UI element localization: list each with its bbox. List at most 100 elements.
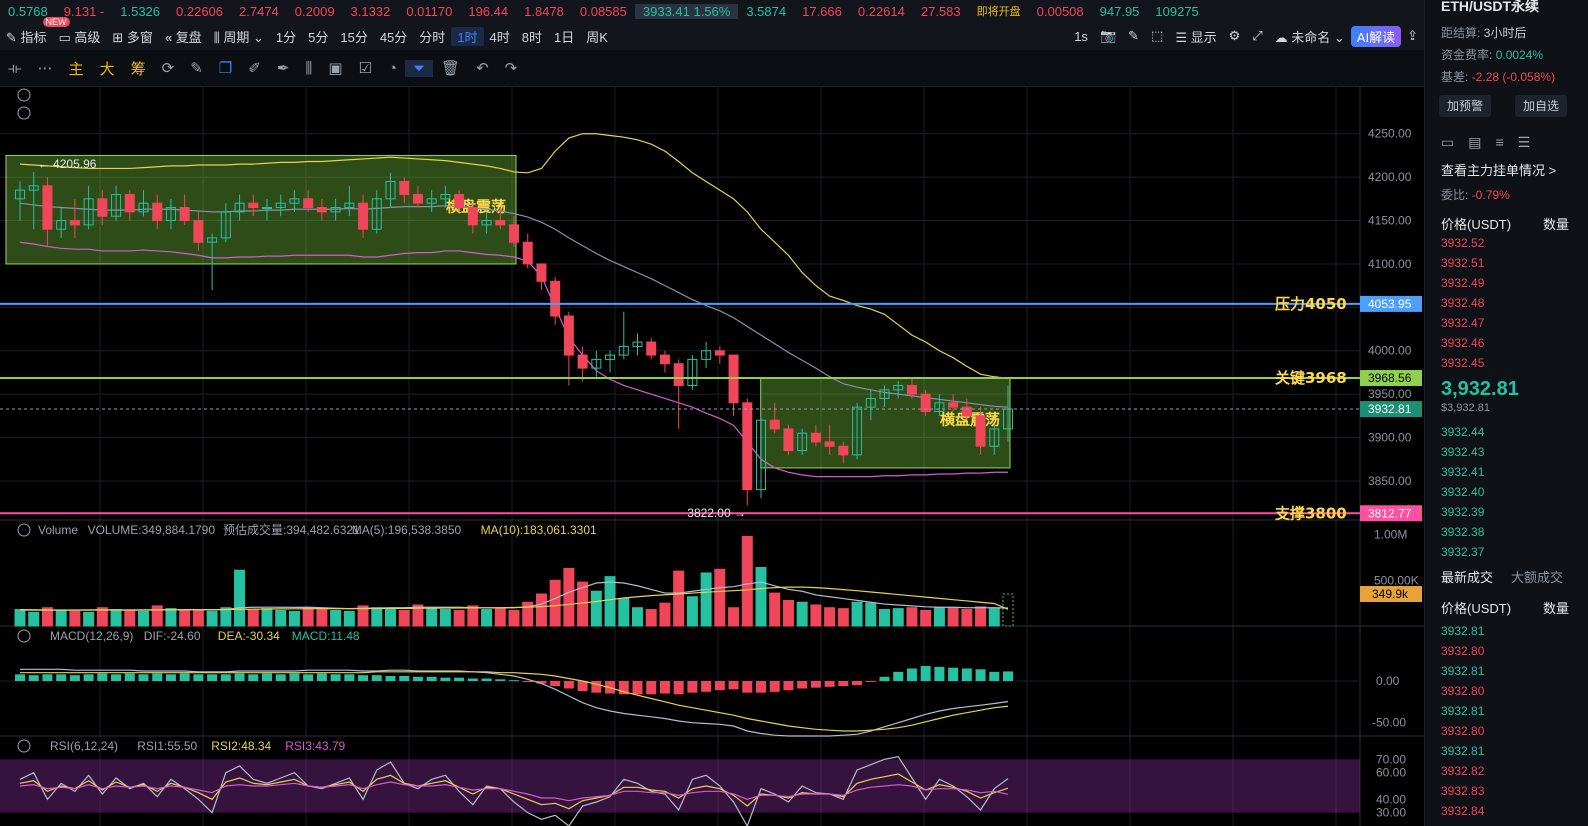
volume-bar bbox=[110, 609, 122, 627]
ticker-item[interactable]: 3933.41 1.56% bbox=[634, 3, 739, 19]
tab-latest-trades[interactable]: 最新成交 bbox=[1441, 570, 1494, 585]
horizontal-line-tool-icon[interactable]: ⟛ bbox=[8, 59, 22, 77]
candle-tool-icon[interactable]: ⫼ bbox=[305, 59, 313, 77]
depth-link[interactable]: 查看主力挂单情况 > bbox=[1441, 163, 1557, 178]
toolbar-item[interactable]: ▭ 高级 NEW bbox=[42, 16, 107, 46]
ticker-item[interactable]: 1.5326 bbox=[120, 3, 161, 19]
toolbar-right-item[interactable]: ☁ 未命名 ⌄ bbox=[1274, 29, 1345, 45]
ticker-item[interactable]: 0.01170 bbox=[406, 3, 453, 19]
chips-toggle[interactable]: 筹 bbox=[130, 60, 146, 78]
add-favorite-button[interactable]: 加自选 bbox=[1515, 95, 1568, 117]
edit-icon[interactable]: ☑ bbox=[358, 60, 372, 77]
macd-histogram-bar bbox=[769, 681, 780, 692]
ask-row[interactable]: 3932.49 bbox=[1441, 276, 1485, 290]
toolbar-item[interactable]: 分时 bbox=[419, 29, 446, 45]
edit-icon[interactable]: ✎ bbox=[1128, 28, 1140, 43]
volume-bar bbox=[371, 607, 383, 627]
toolbar-item[interactable]: 5分 bbox=[308, 29, 329, 45]
bid-row[interactable]: 3932.40 bbox=[1441, 485, 1485, 499]
filter-icon[interactable]: ⏷ bbox=[405, 59, 434, 77]
magnet-icon[interactable]: ◔ bbox=[387, 59, 398, 77]
ticker-item[interactable]: 17.666 bbox=[802, 3, 842, 19]
copy-icon[interactable]: ❐ bbox=[218, 60, 233, 77]
ticker-item[interactable]: 0.08585 bbox=[579, 3, 627, 19]
ticker-item[interactable]: 3.5874 bbox=[746, 3, 787, 19]
ask-row[interactable]: 3932.52 bbox=[1441, 236, 1485, 250]
price-tag: 3968.56 bbox=[1368, 371, 1412, 385]
ticker-item[interactable]: 196.44 bbox=[468, 3, 509, 19]
share-icon[interactable]: ⇪ bbox=[1407, 28, 1418, 43]
ask-row[interactable]: 3932.48 bbox=[1441, 296, 1485, 310]
ticker-item[interactable]: 0.5768 bbox=[8, 3, 48, 19]
ticker-item[interactable]: 1.8478 bbox=[524, 3, 564, 19]
toolbar-item[interactable]: ⊞ 多窗 bbox=[112, 29, 153, 45]
add-alert-button[interactable]: 加预警 bbox=[1439, 95, 1492, 117]
layout-icon[interactable]: ⬚ bbox=[1151, 28, 1164, 43]
toolbar-item[interactable]: 1分 bbox=[275, 29, 297, 45]
pen-icon[interactable]: ✒ bbox=[276, 60, 290, 77]
ticker-item[interactable]: 0.22614 bbox=[857, 3, 905, 19]
redo-icon[interactable]: ↷ bbox=[504, 60, 518, 77]
ticker-item[interactable]: 9.131 - bbox=[63, 3, 105, 19]
ticker-item[interactable]: 0.2009 bbox=[294, 3, 335, 19]
macd-histogram-bar bbox=[838, 681, 849, 686]
volume-bar bbox=[261, 608, 273, 627]
volume-bar bbox=[357, 605, 369, 627]
ask-row[interactable]: 3932.46 bbox=[1441, 336, 1485, 350]
candle-body bbox=[522, 241, 533, 265]
fullscreen-icon[interactable]: ⤢ bbox=[1252, 28, 1263, 43]
bid-row[interactable]: 3932.38 bbox=[1441, 525, 1485, 539]
big-order-toggle[interactable]: 大 bbox=[99, 60, 115, 78]
toolbar-right-item[interactable]: ☰ 显示 bbox=[1175, 29, 1217, 45]
candle-body bbox=[591, 358, 602, 369]
level-label: 支撑3800 bbox=[1274, 504, 1347, 522]
more-tools-icon[interactable]: ⋯ bbox=[37, 60, 53, 77]
refresh-icon[interactable]: ⟳ bbox=[161, 60, 175, 77]
toolbar-item[interactable]: 8时 bbox=[521, 29, 543, 45]
settings-icon[interactable]: ⚙ bbox=[1228, 28, 1241, 43]
brush-icon[interactable]: ✎ bbox=[190, 60, 203, 77]
ask-row[interactable]: 3932.51 bbox=[1441, 256, 1485, 270]
toolbar-item[interactable]: ✎ 指标 bbox=[6, 29, 47, 45]
toolbar-item[interactable]: 1日 bbox=[554, 29, 575, 45]
lock-icon[interactable]: ▣ bbox=[328, 60, 343, 77]
toolbar-item[interactable]: ⫼ 周期 ⌄ bbox=[213, 29, 264, 45]
ticker-item[interactable]: 27.583 bbox=[920, 3, 961, 19]
ticker-item[interactable]: 即将开盘 bbox=[976, 6, 1021, 18]
ticker-item[interactable]: 3.1332 bbox=[350, 3, 391, 19]
volume-bar bbox=[714, 568, 726, 627]
bid-row[interactable]: 3932.44 bbox=[1441, 425, 1485, 439]
trash-icon[interactable]: 🗑 bbox=[441, 60, 461, 77]
bid-row[interactable]: 3932.41 bbox=[1441, 465, 1485, 479]
ai-button[interactable]: AI解读 bbox=[1350, 25, 1402, 47]
ticker-item[interactable]: 0.00508 bbox=[1036, 3, 1084, 19]
toolbar-item[interactable]: 45分 bbox=[379, 29, 408, 45]
camera-icon[interactable]: 📷 bbox=[1099, 28, 1117, 43]
bid-row[interactable]: 3932.43 bbox=[1441, 445, 1485, 459]
toolbar-item[interactable]: 15分 bbox=[340, 29, 368, 45]
bid-row[interactable]: 3932.39 bbox=[1441, 505, 1485, 519]
toolbar-right-item[interactable]: 1s bbox=[1074, 28, 1088, 44]
y-tick-label: 4150.00 bbox=[1368, 214, 1412, 228]
depth-view-icons[interactable]: ▭▤≡☰ bbox=[1441, 134, 1545, 150]
undo-icon[interactable]: ↶ bbox=[476, 60, 489, 77]
toolbar-item[interactable]: 4时 bbox=[489, 29, 510, 45]
toolbar-item[interactable]: « 复盘 bbox=[164, 29, 202, 45]
toolbar-item[interactable]: 1时 bbox=[451, 26, 484, 46]
toolbar-item[interactable]: 周K bbox=[586, 29, 608, 45]
ask-row[interactable]: 3932.45 bbox=[1441, 356, 1485, 370]
candle-body bbox=[165, 207, 176, 222]
candle-body bbox=[934, 402, 945, 413]
ticker-item[interactable]: 109275 bbox=[1155, 3, 1199, 19]
ticker-item[interactable]: 2.7474 bbox=[239, 3, 279, 19]
basis-label: 基差: bbox=[1441, 70, 1469, 84]
ticker-item[interactable]: 947.95 bbox=[1099, 3, 1140, 19]
candle-body bbox=[371, 198, 382, 230]
tab-large-trades[interactable]: 大额成交 bbox=[1511, 570, 1564, 585]
ask-row[interactable]: 3932.47 bbox=[1441, 316, 1485, 330]
ticker-item[interactable]: 0.22606 bbox=[176, 3, 224, 19]
main-force-toggle[interactable]: 主 bbox=[68, 60, 84, 78]
candlestick-chart[interactable]: 4250.004200.004150.004100.004050.004000.… bbox=[0, 86, 1424, 826]
pencil-icon[interactable]: ✐ bbox=[248, 60, 261, 77]
bid-row[interactable]: 3932.37 bbox=[1441, 545, 1485, 559]
